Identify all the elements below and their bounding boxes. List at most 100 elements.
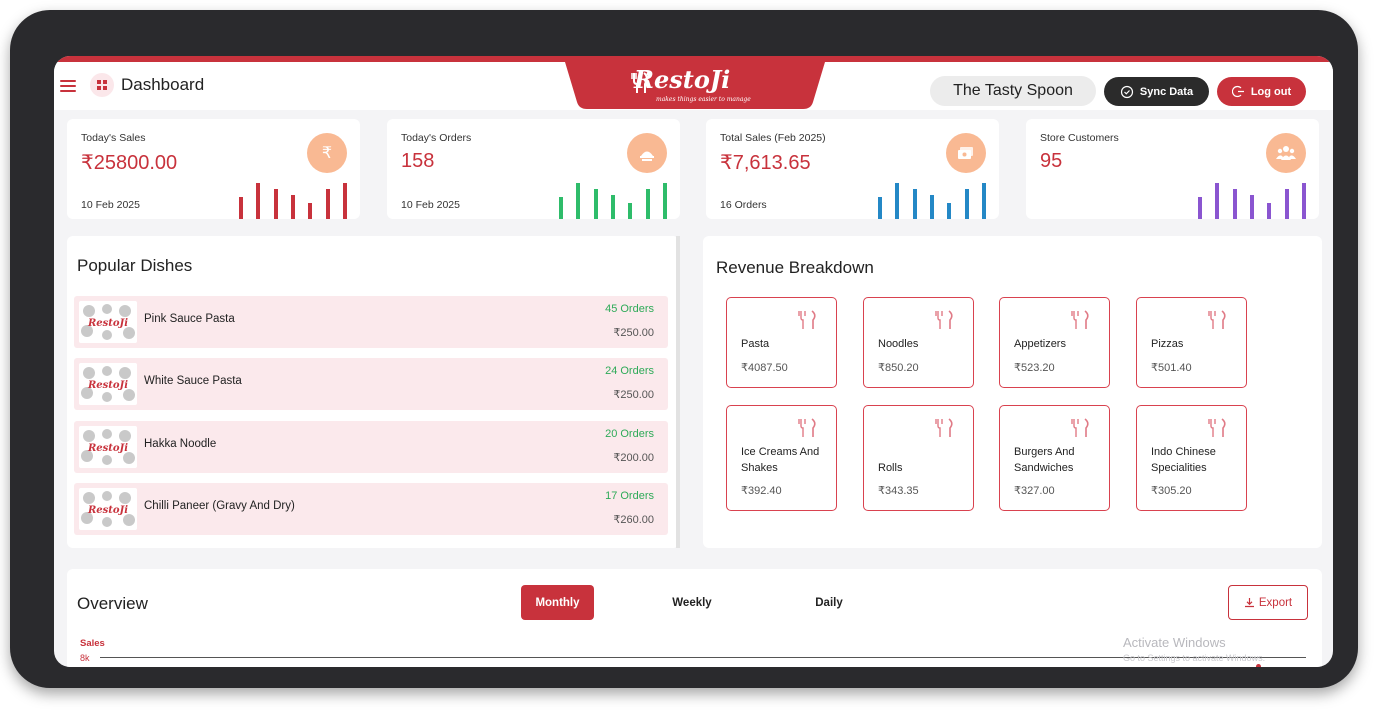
mini-bar: [929, 195, 934, 219]
logo-wordmark: RestoJi: [634, 65, 731, 94]
overview-panel: Overview: [67, 569, 1322, 667]
dish-row[interactable]: RestoJi Pink Sauce Pasta 45 Orders ₹250.…: [74, 296, 668, 348]
svg-text:RestoJi: RestoJi: [87, 318, 128, 329]
mini-bar: [290, 195, 295, 219]
mini-bar: [559, 197, 563, 219]
revenue-card-appetizers[interactable]: Appetizers ₹523.20: [999, 297, 1110, 388]
mini-bar: [947, 203, 952, 219]
mini-bar: [342, 183, 347, 219]
mini-bar: [662, 183, 667, 219]
category-name: Rolls: [878, 462, 903, 474]
tab-daily[interactable]: Daily: [815, 596, 843, 609]
svg-text:RestoJi: RestoJi: [87, 380, 128, 391]
revenue-card-burgers[interactable]: Burgers And Sandwiches ₹327.00: [999, 405, 1110, 511]
cutlery-icon: [935, 310, 953, 329]
mini-bar: [593, 189, 598, 219]
cutlery-icon: [1208, 310, 1226, 329]
mini-bar: [895, 183, 900, 219]
category-name: Pizzas: [1151, 338, 1184, 350]
dish-name: Hakka Noodle: [144, 438, 217, 450]
cutlery-icon: [1071, 418, 1089, 437]
logout-icon: [1231, 85, 1244, 98]
export-button[interactable]: Export: [1228, 585, 1308, 620]
dish-price: ₹250.00: [613, 389, 654, 401]
stat-orders-count: 16 Orders: [720, 199, 767, 211]
dish-name: Pink Sauce Pasta: [144, 313, 235, 325]
stat-value: ₹7,613.65: [720, 152, 811, 174]
mini-bar: [964, 189, 969, 219]
revenue-card-ice-creams[interactable]: Ice Creams And Shakes ₹392.40: [726, 405, 837, 511]
revenue-card-noodles[interactable]: Noodles ₹850.20: [863, 297, 974, 388]
order-tray-icon: [627, 133, 667, 173]
top-header: Dashboard RestoJi makes things easier to…: [54, 62, 1333, 110]
chart-data-point: [1256, 664, 1261, 667]
orders-mini-bars: [559, 179, 667, 219]
scrollbar-thumb: [676, 236, 680, 548]
dashboard-grid-icon: [90, 73, 114, 97]
mini-bar: [912, 189, 917, 219]
category-name: Burgers And Sandwiches: [1014, 446, 1075, 474]
dish-orders: 24 Orders: [605, 365, 654, 377]
revenue-card-rolls[interactable]: Rolls ₹343.35: [863, 405, 974, 511]
logo-cutlery-icon: [631, 72, 650, 93]
dish-thumbnail: RestoJi: [79, 301, 137, 343]
mini-bar: [1215, 183, 1220, 219]
hamburger-menu-icon[interactable]: [60, 80, 76, 92]
svg-text:RestoJi: RestoJi: [87, 443, 128, 454]
total-sales-mini-bars: [878, 179, 986, 219]
stat-date: 10 Feb 2025: [81, 199, 140, 211]
mini-bar: [1284, 189, 1289, 219]
category-name: Noodles: [878, 338, 919, 350]
mini-bar: [1232, 189, 1237, 219]
cash-icon: [946, 133, 986, 173]
app-screen: Dashboard RestoJi makes things easier to…: [54, 56, 1333, 667]
dish-name: Chilli Paneer (Gravy And Dry): [144, 500, 295, 512]
mini-bar: [645, 189, 650, 219]
logout-label: Log out: [1250, 85, 1292, 98]
cutlery-icon: [935, 418, 953, 437]
dish-row[interactable]: RestoJi White Sauce Pasta 24 Orders ₹250…: [74, 358, 668, 410]
sales-mini-bars: [239, 179, 347, 219]
cutlery-icon: [798, 418, 816, 437]
overview-title: Overview: [77, 594, 148, 613]
dish-thumbnail: RestoJi: [79, 363, 137, 405]
mini-bar: [308, 203, 313, 219]
revenue-card-indo-chinese[interactable]: Indo Chinese Specialities ₹305.20: [1136, 405, 1247, 511]
logout-button[interactable]: Log out: [1217, 77, 1306, 106]
stat-card-todays-sales: Today's Sales ₹25800.00 10 Feb 2025 ₹: [67, 119, 360, 219]
category-revenue: ₹327.00: [1014, 485, 1055, 497]
dish-orders: 45 Orders: [605, 303, 654, 315]
revenue-breakdown-title: Revenue Breakdown: [716, 258, 874, 277]
category-name: Appetizers: [1014, 338, 1066, 350]
stat-card-store-customers: Store Customers 95: [1026, 119, 1319, 219]
mini-bar: [981, 183, 986, 219]
chart-y-tick: 8k: [80, 653, 90, 663]
download-icon: [1244, 598, 1254, 608]
dish-row[interactable]: RestoJi Hakka Noodle 20 Orders ₹200.00: [74, 421, 668, 473]
mini-bar: [256, 183, 261, 219]
category-revenue: ₹305.20: [1151, 485, 1192, 497]
stat-card-total-sales: Total Sales (Feb 2025) ₹7,613.65 16 Orde…: [706, 119, 999, 219]
chart-y-axis-label: Sales: [80, 638, 105, 649]
stat-value: 158: [401, 150, 435, 172]
mini-bar: [1198, 197, 1202, 219]
revenue-card-pasta[interactable]: Pasta ₹4087.50: [726, 297, 837, 388]
sync-icon: [1120, 85, 1133, 98]
dish-orders: 20 Orders: [605, 428, 654, 440]
category-name: Ice Creams And Shakes: [741, 446, 820, 474]
stat-card-todays-orders: Today's Orders 158 10 Feb 2025: [387, 119, 680, 219]
dish-row[interactable]: RestoJi Chilli Paneer (Gravy And Dry) 17…: [74, 483, 668, 535]
dish-price: ₹250.00: [613, 327, 654, 339]
sync-data-button[interactable]: Sync Data: [1104, 77, 1209, 106]
mini-bar: [1267, 203, 1272, 219]
dish-price: ₹260.00: [613, 514, 654, 526]
activate-windows-watermark: Activate Windows: [1123, 635, 1226, 650]
stat-value: 95: [1040, 150, 1063, 172]
dish-thumbnail: RestoJi: [79, 488, 137, 530]
tablet-frame: Dashboard RestoJi makes things easier to…: [10, 10, 1358, 688]
category-revenue: ₹850.20: [878, 362, 919, 374]
revenue-card-pizzas[interactable]: Pizzas ₹501.40: [1136, 297, 1247, 388]
tab-weekly[interactable]: Weekly: [672, 596, 712, 609]
tab-monthly[interactable]: Monthly: [521, 585, 594, 620]
mini-bar: [610, 195, 615, 219]
